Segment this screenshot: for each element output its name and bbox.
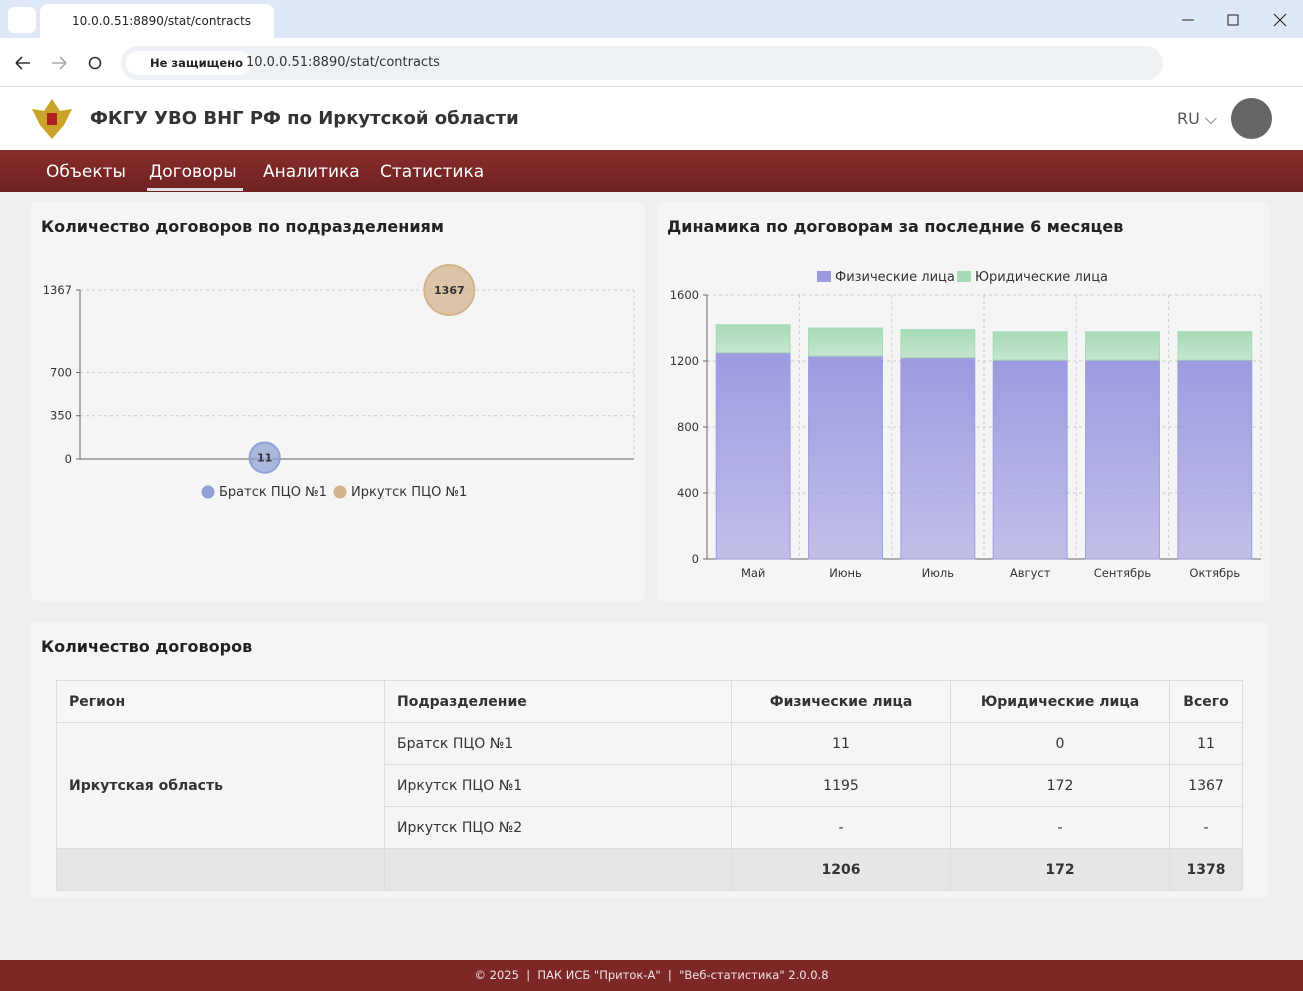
url[interactable]: 10.0.0.51:8890/stat/contracts (246, 55, 440, 70)
table-cell: 172 (951, 765, 1170, 807)
y-tick-label: 1200 (670, 354, 699, 368)
data-label: 11 (257, 452, 272, 465)
bar-segment (993, 332, 1067, 360)
x-tick-label: Август (1010, 566, 1051, 580)
legend-swatch (817, 271, 831, 282)
total-cell: 1206 (732, 849, 951, 891)
nav-item[interactable]: Объекты (46, 162, 126, 182)
total-cell: 172 (951, 849, 1170, 891)
chart-card: Количество договоров по подразделениям 0… (31, 202, 645, 601)
security-text: Не защищено (150, 56, 243, 70)
empty-cell (57, 849, 385, 891)
bar-segment (1086, 332, 1160, 360)
y-tick-label: 800 (677, 420, 699, 434)
nav-buttons (10, 50, 110, 76)
browser-chrome: 10.0.0.51:8890/stat/contracts Не защищен… (0, 0, 1303, 87)
window-controls (1170, 8, 1300, 32)
column-header: Юридические лица (951, 681, 1170, 723)
region-cell: Иркутская область (57, 723, 385, 849)
tab-menu[interactable] (8, 7, 36, 33)
y-tick-label: 0 (692, 552, 699, 566)
footer: © 2025 | ПАК ИСБ "Приток-А" | "Веб-стати… (0, 960, 1303, 991)
table-cell: 11 (1170, 723, 1243, 765)
chart: 0 350 700 1367 11 1367 Братск ПЦО №1 Иркутск ПЦ… (31, 202, 645, 601)
table-cell: Братск ПЦО №1 (385, 723, 732, 765)
legend-swatch (957, 271, 971, 282)
table-cell: Иркутск ПЦО №1 (385, 765, 732, 807)
header-row: РегионПодразделениеФизические лицаЮридич… (57, 681, 1243, 723)
tab-title: 10.0.0.51:8890/stat/contracts (72, 14, 251, 28)
y-tick-label: 1367 (43, 283, 72, 297)
legend-label: Физические лица (835, 270, 955, 285)
bar-segment (901, 330, 975, 358)
language: RU (1177, 109, 1200, 128)
bar-segment (809, 356, 883, 559)
table-cell: - (732, 807, 951, 849)
x-tick-label: Май (741, 566, 765, 580)
nav-item[interactable]: Статистика (380, 162, 484, 182)
table-cell: - (1170, 807, 1243, 849)
y-tick-label: 1600 (670, 288, 699, 302)
x-tick-label: Сентябрь (1094, 566, 1152, 580)
back[interactable] (16, 57, 30, 69)
legend-label: Братск ПЦО №1 (219, 485, 327, 500)
column-header: Всего (1170, 681, 1243, 723)
total-cell: 1378 (1170, 849, 1243, 891)
chart-card: Динамика по договорам за последние 6 мес… (657, 202, 1270, 601)
close[interactable] (1274, 14, 1286, 26)
bar-segment (1178, 332, 1252, 360)
table-cell: 11 (732, 723, 951, 765)
bar-segment (716, 325, 790, 353)
logo (30, 97, 74, 141)
legend-label: Иркутск ПЦО №1 (351, 485, 467, 500)
column-header: Подразделение (385, 681, 732, 723)
legend-swatch (334, 486, 347, 499)
user-avatar[interactable] (1231, 98, 1272, 139)
nav-item[interactable]: Договоры (147, 162, 243, 191)
browser-tab[interactable]: 10.0.0.51:8890/stat/contracts (40, 4, 274, 38)
reload[interactable] (90, 58, 101, 69)
x-tick-label: Октябрь (1189, 566, 1240, 580)
y-tick-label: 400 (677, 486, 699, 500)
bar-segment (993, 360, 1067, 559)
table-cell: 1195 (732, 765, 951, 807)
totals-row: 12061721378 (57, 849, 1243, 891)
table-cell: - (951, 807, 1170, 849)
y-tick-label: 0 (65, 452, 72, 466)
chart: 0 400 800 1200 1600 Май Июнь Июль Август Сентябрь… (657, 202, 1270, 601)
table-title: Количество договоров (41, 637, 252, 656)
data-label: 1367 (434, 284, 465, 297)
empty-cell (385, 849, 732, 891)
language-select[interactable]: RU ⌵ (1177, 109, 1217, 129)
nav-item[interactable]: Аналитика (263, 162, 360, 182)
maximize[interactable] (1228, 15, 1238, 25)
bar-segment (809, 328, 883, 356)
bar-segment (1178, 360, 1252, 559)
column-header: Регион (57, 681, 385, 723)
site-title: ФКГУ УВО ВНГ РФ по Иркутской области (90, 108, 519, 129)
security-chip[interactable]: Не защищено (126, 51, 251, 75)
bar-segment (716, 353, 790, 559)
legend-swatch (202, 486, 215, 499)
y-tick-label: 700 (50, 365, 72, 379)
x-tick-label: Июнь (829, 566, 862, 580)
column-header: Физические лица (732, 681, 951, 723)
bar-segment (901, 358, 975, 559)
bar-segment (1086, 360, 1160, 559)
nav-bar: Объекты Договоры Аналитика Статистика (0, 150, 1303, 192)
table-row: Иркутская областьБратск ПЦО №111011 (57, 723, 1243, 765)
legend-label: Юридические лица (975, 270, 1108, 285)
table-cell: 0 (951, 723, 1170, 765)
table-cell: Иркутск ПЦО №2 (385, 807, 732, 849)
x-tick-label: Июль (922, 566, 955, 580)
y-tick-label: 350 (50, 409, 72, 423)
data-table: РегионПодразделениеФизические лицаЮридич… (56, 680, 1243, 891)
forward[interactable] (52, 57, 66, 69)
table-card: Количество договоров РегионПодразделение… (31, 622, 1268, 898)
table-cell: 1367 (1170, 765, 1243, 807)
